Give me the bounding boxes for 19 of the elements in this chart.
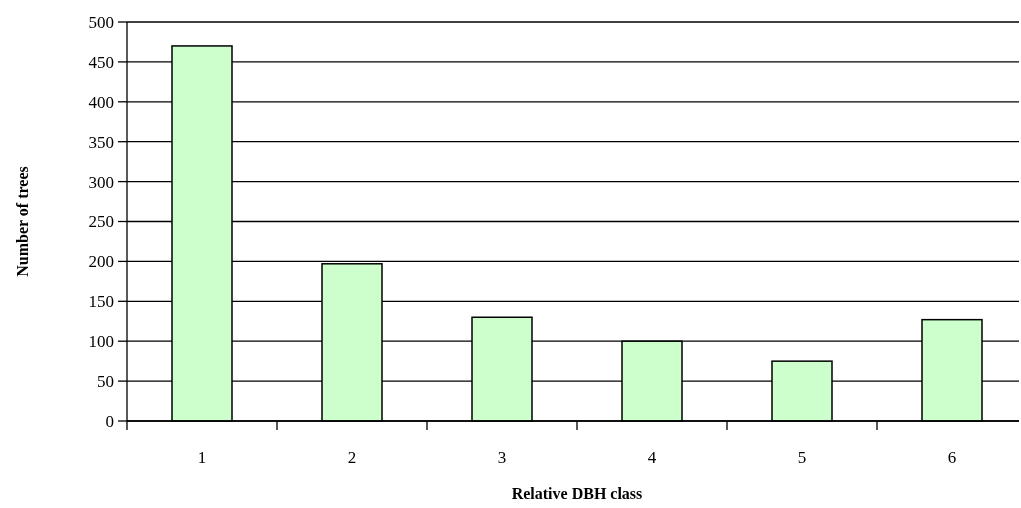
x-tick-label: 6 bbox=[947, 448, 957, 467]
x-axis-title: Relative DBH class bbox=[511, 485, 643, 502]
y-tick-label: 150 bbox=[88, 292, 114, 312]
y-tick-label: 300 bbox=[88, 172, 114, 192]
y-tick-label: 400 bbox=[88, 92, 114, 112]
x-tick-label: 1 bbox=[197, 448, 207, 467]
y-tick-label: 350 bbox=[88, 132, 114, 152]
y-tick-label: 450 bbox=[88, 52, 114, 72]
y-tick-label: 100 bbox=[88, 332, 114, 352]
y-tick-label: 500 bbox=[88, 12, 114, 32]
y-tick-label: 0 bbox=[105, 411, 114, 431]
x-tick-label: 2 bbox=[347, 448, 357, 467]
y-tick-label: 50 bbox=[97, 372, 114, 392]
y-tick-label: 200 bbox=[88, 252, 114, 272]
x-tick-label: 4 bbox=[647, 448, 657, 467]
x-tick-label: 5 bbox=[797, 448, 807, 467]
x-tick-label: 3 bbox=[497, 448, 507, 467]
y-axis-title: Number of trees bbox=[14, 166, 31, 277]
y-tick-label: 250 bbox=[88, 212, 114, 232]
